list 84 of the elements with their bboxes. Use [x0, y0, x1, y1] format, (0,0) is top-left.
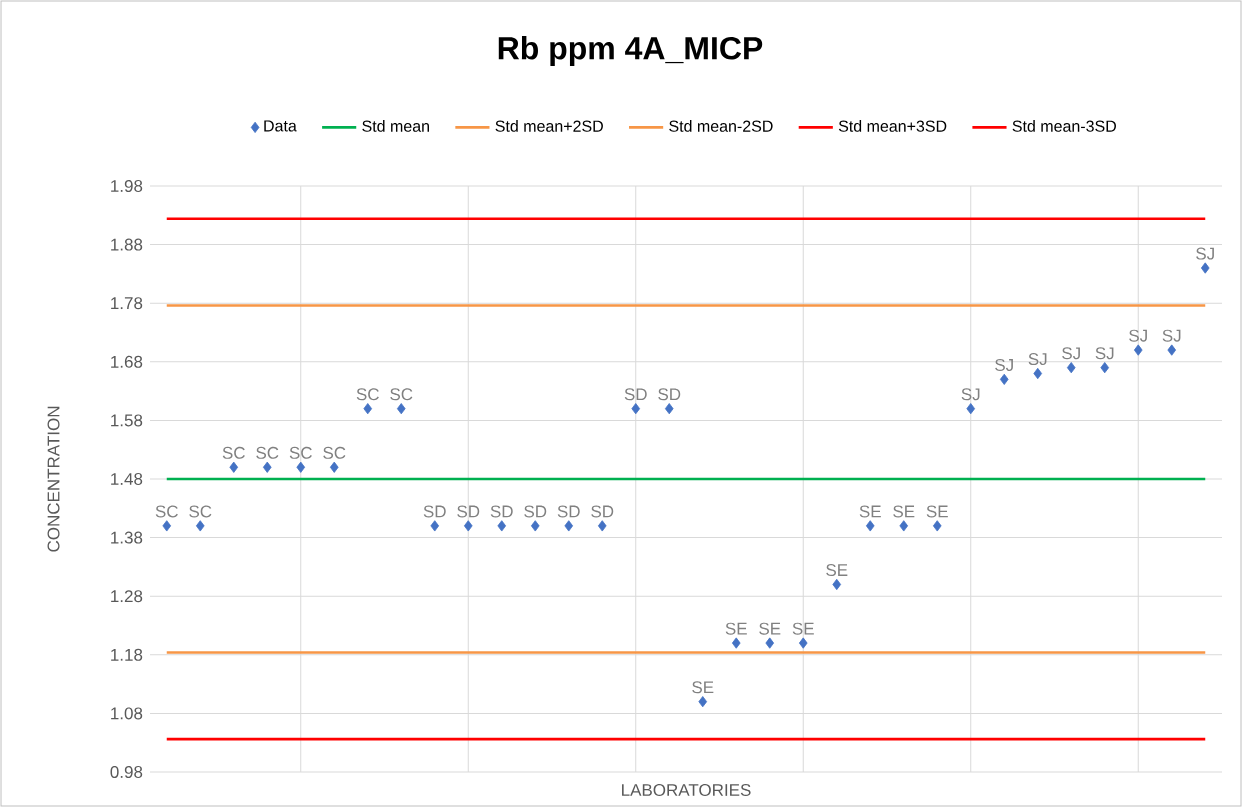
point	[430, 520, 440, 532]
data-label: SE	[792, 622, 814, 635]
point	[530, 520, 540, 532]
point	[1066, 362, 1076, 374]
y-tick-label: 1.38	[111, 531, 143, 544]
y-tick-label: 1.88	[111, 238, 143, 251]
point	[597, 520, 607, 532]
data-label: SJ	[1129, 329, 1147, 342]
legend-label: Std mean	[362, 120, 429, 132]
point	[1100, 362, 1110, 374]
point	[731, 637, 741, 649]
point	[798, 637, 808, 649]
point	[1200, 262, 1210, 274]
legend-label: Std mean-3SD	[1012, 120, 1116, 132]
point	[262, 461, 272, 473]
y-tick-label: 1.18	[111, 648, 143, 661]
y-axis-title: CONCENTRATION	[47, 406, 60, 552]
data-label: SD	[557, 505, 580, 518]
point	[1033, 367, 1043, 380]
point	[329, 461, 339, 473]
data-label: SJ	[1062, 347, 1080, 360]
data-label: SJ	[1162, 329, 1181, 342]
data-label: SC	[256, 446, 279, 459]
legend-label: Std mean+3SD	[838, 120, 947, 132]
point	[363, 403, 373, 415]
data-label: SJ	[1196, 247, 1214, 260]
y-tick-label: 1.58	[111, 414, 143, 427]
legend-label: Std mean+2SD	[495, 120, 603, 132]
data-label: SE	[859, 505, 881, 518]
data-label: SC	[323, 446, 346, 459]
x-axis-title: LABORATORIES	[622, 783, 751, 796]
point	[162, 520, 172, 532]
y-tick-label: 1.48	[111, 472, 143, 485]
data-label: SD	[490, 505, 513, 518]
point	[1133, 344, 1143, 356]
data-label: SJ	[995, 358, 1013, 371]
data-label: SC	[155, 505, 178, 518]
data-label: SC	[289, 446, 312, 459]
data-label: SD	[524, 505, 547, 518]
chart-title: Rb ppm 4A_MICP	[498, 36, 763, 66]
data-label: SJ	[1028, 353, 1047, 366]
point	[631, 403, 641, 415]
legend-label: Data	[264, 120, 297, 132]
point	[396, 403, 406, 415]
data-label: SE	[926, 505, 948, 518]
data-label: SD	[457, 505, 480, 518]
data-label: SE	[826, 564, 848, 577]
data-label: SJ	[961, 388, 980, 401]
data-label: SD	[658, 388, 681, 401]
point	[463, 520, 473, 532]
y-tick-label: 1.28	[111, 590, 143, 603]
point	[1167, 344, 1177, 356]
data-label: SE	[692, 681, 714, 694]
point	[966, 403, 976, 415]
point	[698, 696, 708, 708]
y-tick-label: 1.08	[111, 707, 143, 720]
point	[932, 520, 942, 532]
point	[899, 520, 909, 532]
point	[999, 373, 1009, 385]
data-label: SE	[893, 505, 915, 518]
point	[229, 461, 239, 473]
data-label: SE	[759, 622, 781, 635]
data-label: SC	[222, 446, 245, 459]
data-label: SE	[725, 622, 747, 635]
point	[296, 461, 306, 473]
point	[497, 520, 507, 532]
point	[664, 403, 674, 415]
y-tick-label: 1.68	[111, 355, 143, 368]
y-tick-label: 1.78	[111, 297, 143, 310]
data-label: SC	[356, 388, 379, 401]
point	[832, 578, 842, 591]
y-tick-label: 0.98	[110, 765, 143, 778]
data-label: SC	[390, 388, 413, 401]
point	[865, 520, 875, 532]
data-label: SD	[624, 388, 647, 401]
data-label: SD	[591, 505, 614, 518]
y-tick-label: 1.98	[111, 179, 143, 192]
point	[564, 520, 574, 532]
point	[765, 637, 775, 649]
point	[195, 520, 205, 532]
legend-label: Std mean-2SD	[669, 120, 773, 132]
data-label: SD	[423, 505, 446, 518]
data-label: SC	[189, 505, 212, 518]
data-label: SJ	[1095, 347, 1114, 360]
